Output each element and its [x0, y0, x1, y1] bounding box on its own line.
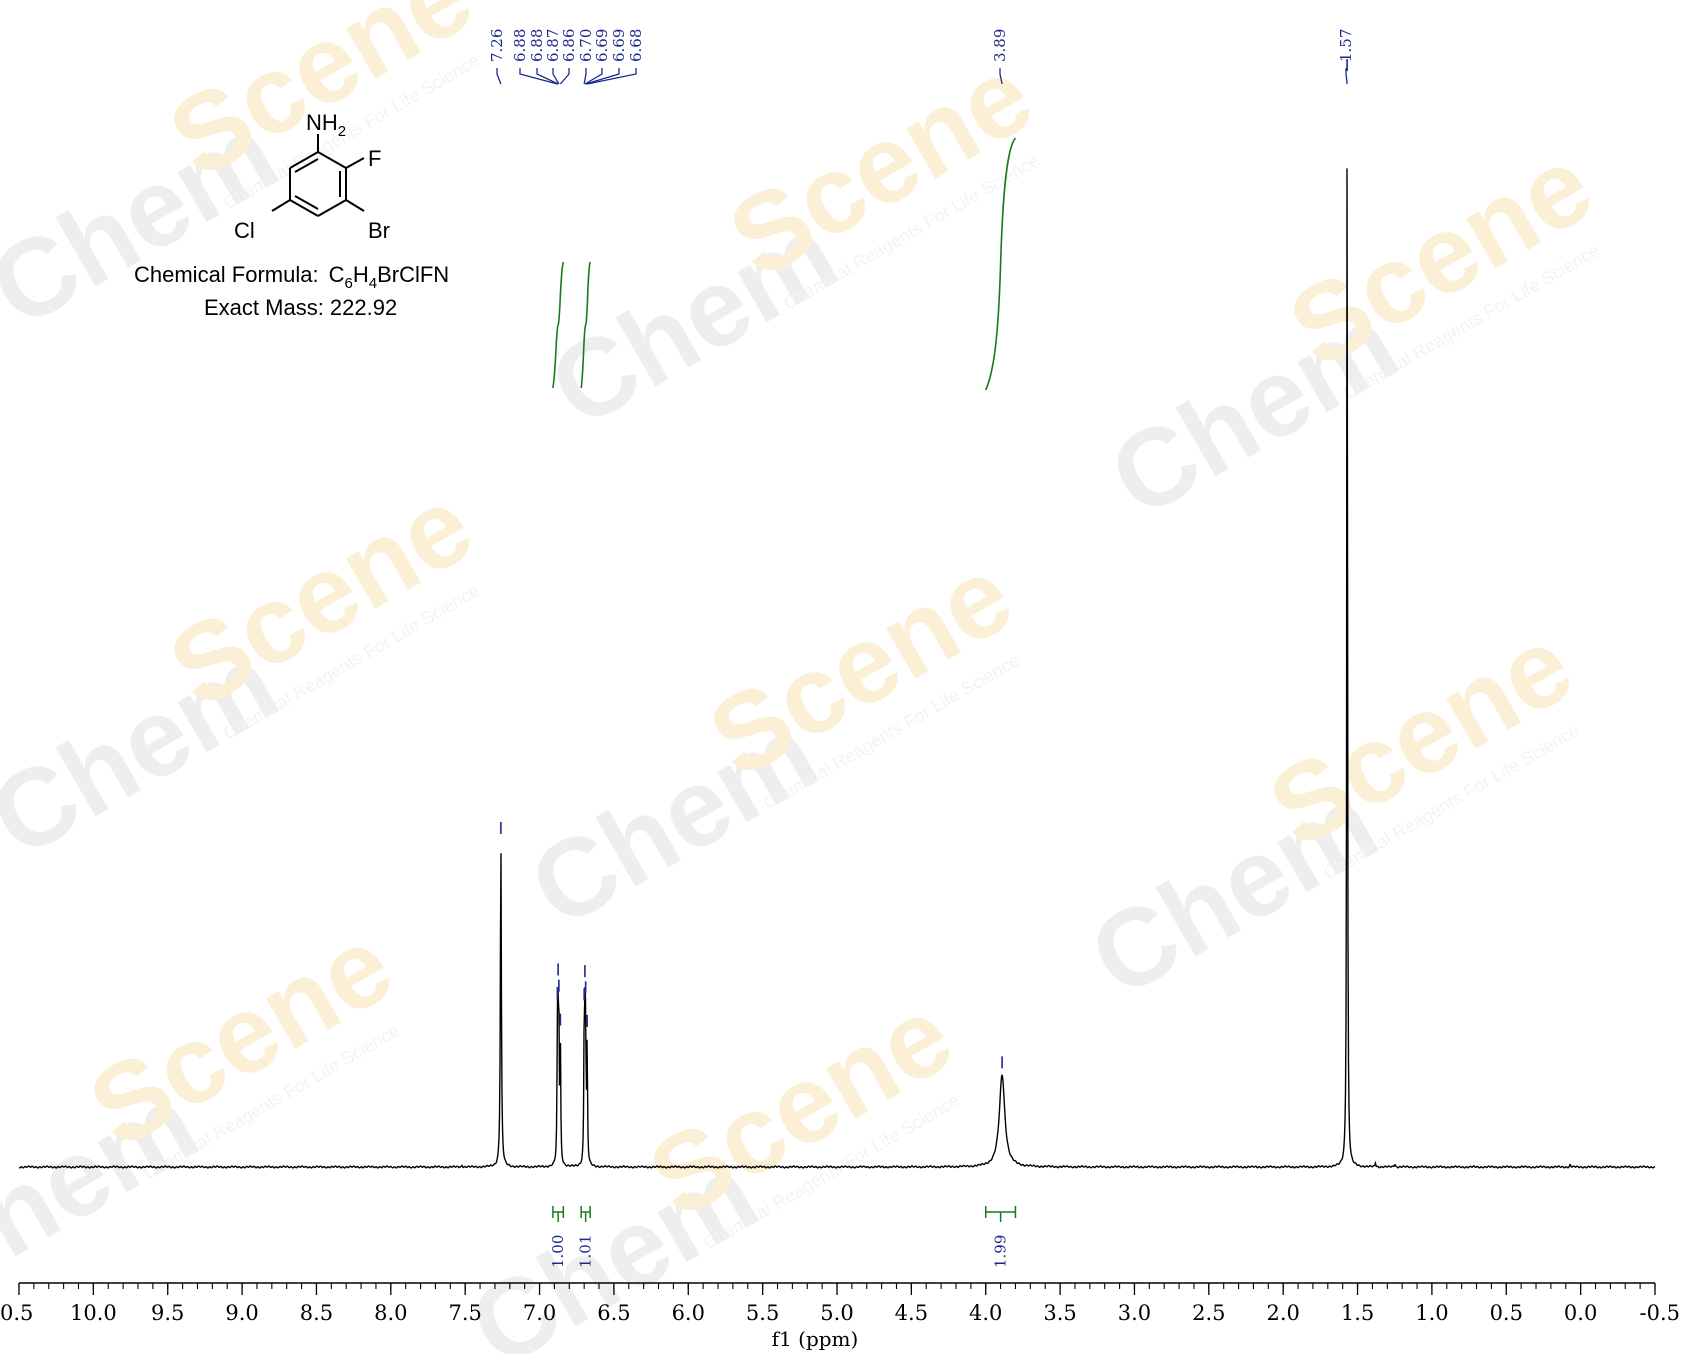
x-tick-label: 0.5 [0, 1301, 33, 1325]
peak-leader-line [587, 68, 637, 85]
spectrum-trace [18, 168, 1656, 1169]
integral: 1.01 [577, 261, 595, 1268]
peak-leader-line [584, 68, 603, 85]
x-tick-label: 3.5 [1043, 1301, 1076, 1325]
peak-label-text: 6.88 [528, 29, 546, 62]
peak-label: 1.57 [1337, 29, 1355, 85]
peak-label-text: 6.69 [610, 29, 628, 62]
integral: 1.99 [984, 137, 1017, 1268]
x-tick-label: 8.0 [374, 1301, 407, 1325]
x-tick-label: 0.0 [1564, 1301, 1597, 1325]
peak-label: 3.89 [991, 29, 1009, 1069]
peak-label: 6.69 [584, 29, 611, 978]
x-tick-label: 6.0 [672, 1301, 705, 1325]
x-tick-label: 6.5 [597, 1301, 630, 1325]
peak-leader-line [583, 68, 587, 85]
peak-label-text: 6.88 [511, 29, 529, 62]
peak-label: 6.88 [511, 29, 559, 999]
peak-leader-line [552, 68, 560, 85]
peak-label-text: 1.57 [1337, 29, 1355, 62]
peak-leader-line [559, 68, 570, 85]
integral-curve [552, 261, 565, 389]
x-tick-label: 5.0 [820, 1301, 853, 1325]
chemical-formula: Chemical Formula: C6H4BrClFN [134, 262, 449, 292]
x-tick-label: 7.5 [448, 1301, 481, 1325]
molecule-structure: NH2 F Cl Br Chemical Formula: C6H4BrClFN … [134, 110, 449, 320]
x-axis-title: f1 (ppm) [772, 1327, 859, 1351]
x-tick-label: 1.5 [1341, 1301, 1374, 1325]
exact-mass: Exact Mass: 222.92 [204, 295, 397, 320]
x-tick-label: 7.0 [523, 1301, 556, 1325]
peak-label-text: 6.69 [593, 29, 611, 62]
integral: 1.00 [549, 261, 567, 1268]
peak-label: 6.87 [544, 29, 562, 992]
x-tick-label: 10.0 [70, 1301, 117, 1325]
x-tick-label: 8.5 [300, 1301, 333, 1325]
peak-label: 6.69 [584, 29, 628, 994]
peak-leader-line [536, 68, 559, 85]
peak-label: 6.86 [559, 29, 578, 1026]
peak-label: 6.88 [528, 29, 559, 976]
peak-label: 6.68 [586, 29, 645, 1027]
watermark-brand-accent: Scene [150, 0, 492, 201]
peak-label-text: 6.70 [577, 29, 595, 62]
peak-label-text: 6.86 [560, 29, 578, 62]
x-axis: 0.5 10.0 9.5 9.0 8.5 8.0 7.5 7.0 6.5 6.0 5.5 5.0 4.5… [0, 1282, 1681, 1325]
integral-layer: 1.00 1.01 1.99 [549, 137, 1017, 1268]
peak-label: 7.26 [488, 29, 506, 834]
peak-leader-line [1345, 68, 1348, 85]
peak-leader-line [999, 68, 1003, 85]
x-tick-label: 2.5 [1192, 1301, 1225, 1325]
peak-label: 6.70 [577, 29, 595, 1001]
chloro-label: Cl [234, 218, 255, 243]
amine-label: NH2 [306, 110, 346, 140]
integral-value: 1.99 [992, 1235, 1010, 1268]
x-tick-label: 4.0 [969, 1301, 1002, 1325]
x-tick-label: 2.0 [1266, 1301, 1299, 1325]
peak-leader-line [496, 68, 502, 85]
x-tick-label: 4.5 [895, 1301, 928, 1325]
integral-value: 1.00 [549, 1235, 567, 1268]
spectrum-layer [18, 168, 1656, 1169]
fluoro-label: F [368, 146, 381, 171]
peak-leader-line [585, 68, 620, 85]
x-tick-label: 9.0 [225, 1301, 258, 1325]
integral-curve [984, 137, 1017, 391]
x-tick-label: 0.5 [1490, 1301, 1523, 1325]
peak-label-text: 6.68 [627, 29, 645, 62]
x-tick-label: 5.5 [746, 1301, 779, 1325]
x-tick-label: 1.0 [1415, 1301, 1448, 1325]
peak-label-layer: 7.26 6.88 6.886.876.86 6.706.69 6.69 6.68 3.89… [488, 29, 1355, 1069]
integral-value: 1.01 [577, 1235, 595, 1268]
integral-curve [580, 261, 591, 389]
peak-label-text: 3.89 [991, 29, 1009, 62]
x-tick-label: -0.5 [1640, 1301, 1681, 1325]
peak-label-text: 6.87 [544, 29, 562, 62]
peak-label-text: 7.26 [488, 29, 506, 62]
bromo-label: Br [368, 218, 390, 243]
peak-leader-line [519, 68, 558, 85]
x-tick-label: 9.5 [151, 1301, 184, 1325]
x-tick-label: 3.0 [1118, 1301, 1151, 1325]
